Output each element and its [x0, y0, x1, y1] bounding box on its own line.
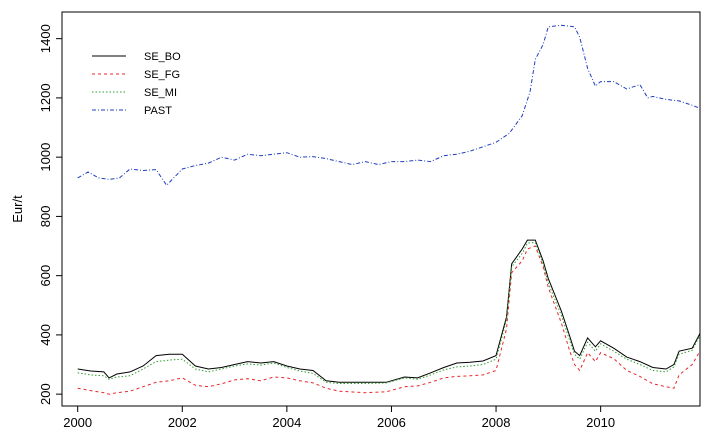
y-axis: 200 400 600 800 1000 1200 1400 — [38, 24, 62, 405]
y-tick-label: 1000 — [38, 143, 53, 172]
y-tick-label: 600 — [38, 265, 53, 287]
y-axis-title: Eur/t — [10, 195, 25, 223]
x-tick-label: 2008 — [482, 415, 511, 430]
legend: SE_BO SE_FG SE_MI PAST — [92, 51, 181, 117]
series-line-se-mi — [77, 241, 701, 384]
legend-label: PAST — [144, 105, 172, 117]
x-tick-label: 2002 — [168, 415, 197, 430]
series-line-se-bo — [77, 239, 701, 383]
x-tick-label: 2004 — [272, 415, 301, 430]
x-tick-label: 2000 — [63, 415, 92, 430]
legend-label: SE_BO — [144, 51, 181, 63]
y-tick-label: 1200 — [38, 83, 53, 112]
plot-frame — [61, 11, 701, 407]
y-tick-label: 400 — [38, 324, 53, 346]
series-line-past — [77, 24, 701, 187]
x-tick-label: 2006 — [377, 415, 406, 430]
series-line-se-fg — [77, 245, 701, 395]
x-axis: 2000 2002 2004 2006 2008 2010 — [63, 406, 615, 430]
y-tick-label: 800 — [38, 206, 53, 228]
legend-label: SE_FG — [144, 69, 180, 81]
x-tick-label: 2010 — [586, 415, 615, 430]
legend-label: SE_MI — [144, 87, 177, 99]
y-tick-label: 1400 — [38, 24, 53, 53]
series-layer — [77, 24, 701, 395]
y-tick-label: 200 — [38, 383, 53, 405]
